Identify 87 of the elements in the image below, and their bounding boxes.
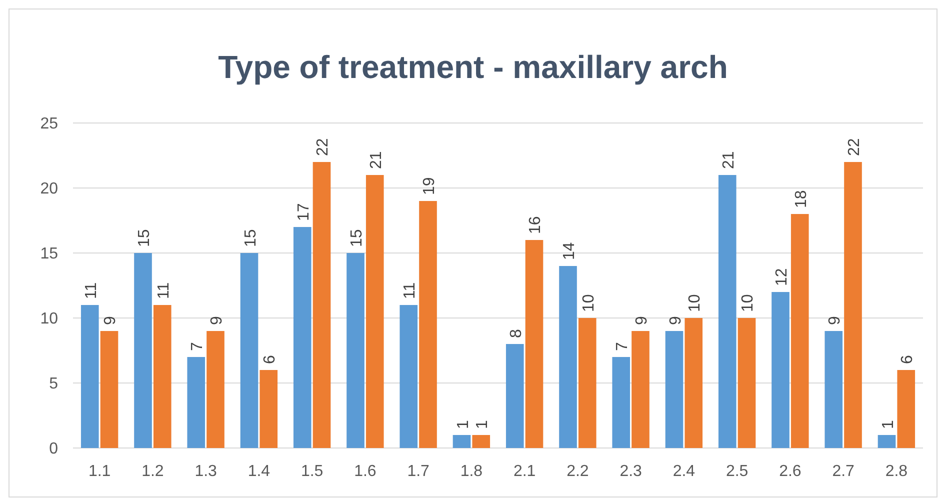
bar <box>400 305 418 448</box>
data-label: 21 <box>720 151 738 169</box>
bar <box>578 318 596 448</box>
data-label: 1 <box>880 420 897 429</box>
data-label: 17 <box>295 203 312 221</box>
data-label: 9 <box>633 316 650 325</box>
data-label: 10 <box>686 294 704 312</box>
bar <box>472 435 490 448</box>
x-tick-label: 1.7 <box>407 463 430 480</box>
bar <box>419 201 437 448</box>
bar <box>790 214 809 448</box>
x-tick-label: 2.6 <box>779 463 802 480</box>
data-label: 11 <box>402 282 419 299</box>
data-label: 7 <box>189 342 206 351</box>
y-tick-label: 10 <box>40 310 58 328</box>
data-label: 9 <box>102 316 120 325</box>
data-label: 11 <box>155 282 172 299</box>
bar <box>260 370 278 448</box>
data-label: 21 <box>368 151 385 169</box>
data-label: 9 <box>667 316 684 325</box>
x-tick-label: 1.1 <box>88 463 111 480</box>
bar <box>738 318 756 448</box>
y-tick-label: 0 <box>49 440 58 458</box>
bar <box>100 331 118 448</box>
data-label: 1 <box>474 420 492 429</box>
x-tick-label: 2.3 <box>620 463 642 480</box>
bar <box>312 162 331 448</box>
bar <box>878 435 896 448</box>
bar <box>293 227 312 448</box>
x-tick-label: 2.5 <box>726 463 748 480</box>
data-label: 7 <box>614 342 632 351</box>
bar <box>134 253 152 448</box>
data-label: 18 <box>792 190 810 208</box>
bar <box>824 331 843 448</box>
data-label: 1 <box>454 420 472 429</box>
x-tick-label: 1.8 <box>460 463 483 480</box>
x-tick-label: 1.5 <box>300 463 324 480</box>
x-tick-label: 1.6 <box>354 463 376 480</box>
data-label: 10 <box>740 294 757 312</box>
x-tick-label: 1.3 <box>194 463 218 480</box>
data-label: 15 <box>242 229 260 247</box>
data-label: 8 <box>508 329 525 338</box>
bar <box>612 357 630 448</box>
x-tick-label: 2.8 <box>885 463 908 480</box>
bar <box>452 435 471 448</box>
x-tick-label: 2.1 <box>513 463 536 480</box>
data-label: 11 <box>82 282 100 299</box>
bar <box>153 305 172 448</box>
data-label: 15 <box>348 229 366 247</box>
chart-title: Type of treatment - maxillary arch <box>218 49 728 85</box>
bar <box>506 344 524 448</box>
bar <box>684 318 703 448</box>
data-label: 12 <box>774 268 791 286</box>
y-tick-label: 15 <box>40 246 58 263</box>
data-label: 10 <box>580 294 598 312</box>
bar <box>187 357 206 448</box>
bar <box>632 331 650 448</box>
data-label: 6 <box>899 355 916 364</box>
bar <box>772 292 790 448</box>
y-tick-label: 20 <box>40 180 58 198</box>
y-tick-label: 25 <box>40 116 58 133</box>
data-label: 15 <box>136 229 154 247</box>
x-tick-label: 2.4 <box>672 463 696 480</box>
data-label: 16 <box>527 216 544 234</box>
bar <box>346 253 364 448</box>
bar <box>665 331 684 448</box>
data-label: 9 <box>208 316 226 325</box>
data-label: 19 <box>420 177 438 195</box>
bar <box>366 175 384 448</box>
bar <box>206 331 224 448</box>
x-tick-label: 2.7 <box>832 463 855 480</box>
bar <box>897 370 916 448</box>
y-tick-label: 5 <box>49 376 58 393</box>
x-tick-label: 2.2 <box>566 463 589 480</box>
bar <box>718 175 736 448</box>
bar <box>844 162 862 448</box>
bar <box>80 305 99 448</box>
data-label: 22 <box>314 138 332 156</box>
data-label: 22 <box>846 138 863 156</box>
bar <box>559 266 577 448</box>
x-tick-label: 1.2 <box>142 463 164 480</box>
bar <box>525 240 544 448</box>
x-tick-label: 1.4 <box>248 463 270 480</box>
data-label: 6 <box>262 355 279 364</box>
data-label: 14 <box>561 242 578 260</box>
bar <box>240 253 258 448</box>
data-label: 9 <box>826 316 844 325</box>
